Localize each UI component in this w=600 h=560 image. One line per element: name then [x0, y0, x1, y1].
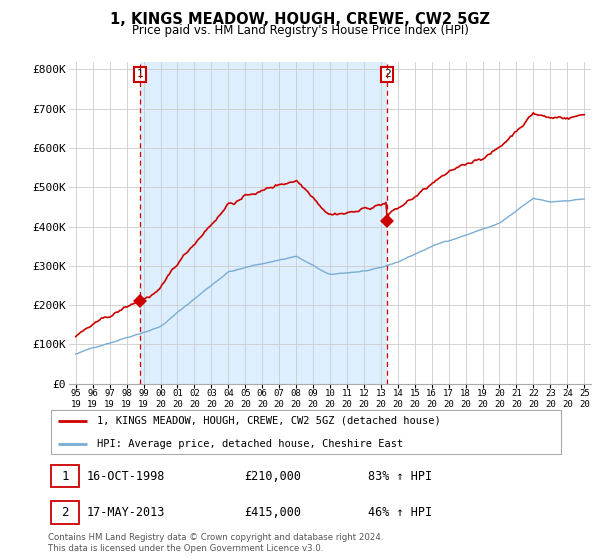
Text: £415,000: £415,000	[244, 506, 301, 519]
Text: 83% ↑ HPI: 83% ↑ HPI	[368, 469, 432, 483]
Text: 2: 2	[384, 69, 391, 80]
Text: £210,000: £210,000	[244, 469, 301, 483]
Text: 16-OCT-1998: 16-OCT-1998	[86, 469, 165, 483]
Text: 1: 1	[61, 469, 68, 483]
Text: 46% ↑ HPI: 46% ↑ HPI	[368, 506, 432, 519]
FancyBboxPatch shape	[50, 409, 562, 454]
Text: 1, KINGS MEADOW, HOUGH, CREWE, CW2 5GZ (detached house): 1, KINGS MEADOW, HOUGH, CREWE, CW2 5GZ (…	[97, 416, 441, 426]
Text: 2: 2	[61, 506, 68, 519]
Text: 17-MAY-2013: 17-MAY-2013	[86, 506, 165, 519]
Text: Contains HM Land Registry data © Crown copyright and database right 2024.
This d: Contains HM Land Registry data © Crown c…	[48, 533, 383, 553]
FancyBboxPatch shape	[50, 501, 79, 524]
Bar	[140, 62, 387, 384]
Text: Price paid vs. HM Land Registry's House Price Index (HPI): Price paid vs. HM Land Registry's House …	[131, 24, 469, 37]
FancyBboxPatch shape	[50, 465, 79, 487]
Text: 1: 1	[137, 69, 143, 80]
Text: HPI: Average price, detached house, Cheshire East: HPI: Average price, detached house, Ches…	[97, 438, 403, 449]
Text: 1, KINGS MEADOW, HOUGH, CREWE, CW2 5GZ: 1, KINGS MEADOW, HOUGH, CREWE, CW2 5GZ	[110, 12, 490, 27]
